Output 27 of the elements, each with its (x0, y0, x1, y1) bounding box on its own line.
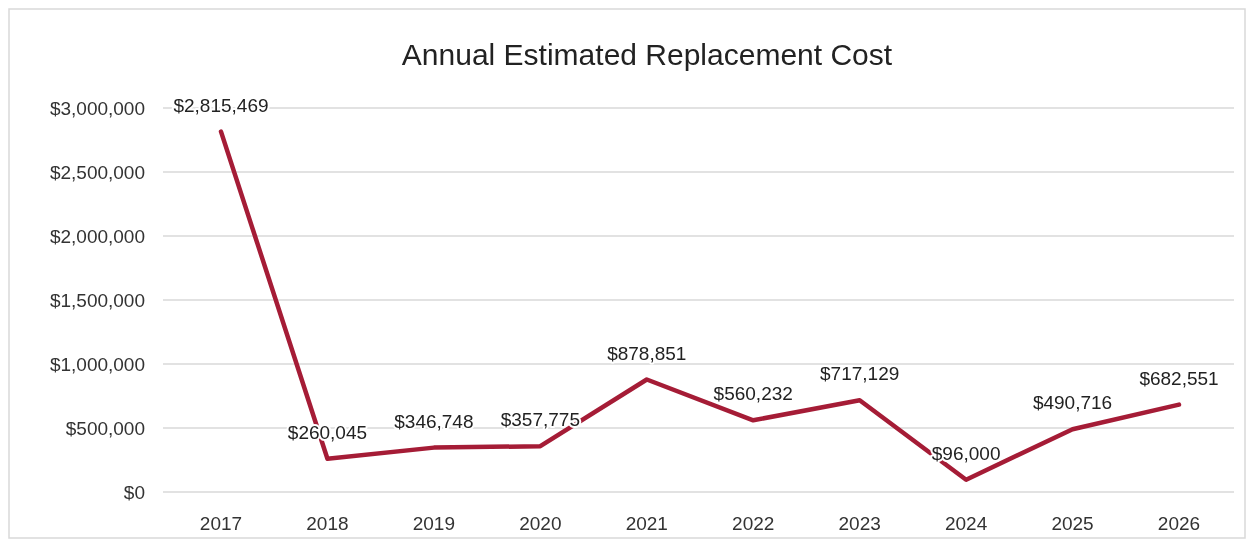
x-tick-label: 2022 (732, 513, 775, 534)
x-tick-label: 2023 (838, 513, 881, 534)
x-tick-label: 2021 (625, 513, 668, 534)
x-tick-label: 2017 (199, 513, 243, 534)
y-tick-label: $500,000 (65, 417, 145, 439)
y-tick-label: $2,500,000 (49, 161, 145, 183)
y-tick-label: $3,000,000 (49, 97, 145, 119)
data-label: $717,129 (820, 363, 900, 385)
data-label: $357,775 (500, 409, 580, 431)
x-tick-label: 2026 (1157, 513, 1201, 534)
data-label: $878,851 (607, 342, 687, 364)
data-label: $560,232 (713, 383, 793, 405)
y-tick-label: $0 (123, 481, 145, 503)
y-tick-label: $1,000,000 (49, 353, 145, 375)
x-tick-label: 2018 (306, 513, 349, 534)
data-label: $96,000 (931, 442, 1001, 464)
y-tick-label: $1,500,000 (49, 289, 145, 311)
x-tick-label: 2020 (519, 513, 562, 534)
y-tick-label: $2,000,000 (49, 225, 145, 247)
data-label: $490,716 (1032, 392, 1113, 414)
data-label: $2,815,469 (173, 94, 269, 116)
x-tick-label: 2024 (944, 513, 988, 534)
x-tick-label: 2019 (412, 513, 456, 534)
data-label: $346,748 (394, 410, 474, 432)
data-label: $682,551 (1139, 367, 1219, 389)
x-tick-label: 2025 (1051, 513, 1094, 534)
chart-title: Annual Estimated Replacement Cost (401, 38, 893, 71)
